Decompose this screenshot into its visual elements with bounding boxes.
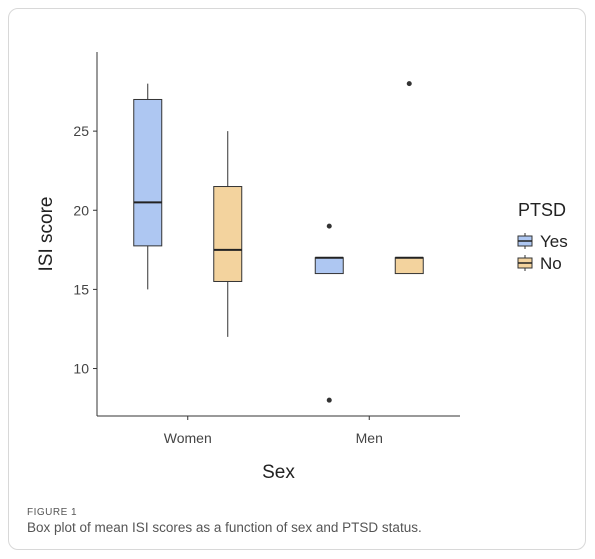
legend-label: No [540, 254, 562, 273]
outlier-point [326, 223, 332, 229]
y-tick-label: 20 [73, 202, 89, 218]
plot-axes: 10 15 20 25 Women Men Sex ISI score [36, 52, 460, 483]
legend-item-yes: Yes [517, 232, 568, 251]
x-tick-label: Women [164, 430, 212, 446]
legend-item-no: No [517, 254, 562, 273]
plot-boxes [133, 81, 424, 403]
box-body [213, 186, 243, 282]
box-no-men [394, 81, 424, 275]
box-body [314, 257, 344, 275]
y-axis-label: ISI score [36, 197, 57, 272]
legend-title: PTSD [518, 200, 566, 220]
y-tick-label: 15 [73, 281, 89, 297]
box-no-women [213, 131, 243, 337]
legend: PTSD Yes No [517, 200, 568, 273]
x-axis-label: Sex [262, 462, 295, 483]
outlier-point [326, 397, 332, 403]
legend-label: Yes [540, 232, 568, 251]
box-yes-women [133, 83, 163, 290]
x-tick-label: Men [356, 430, 383, 446]
box-body [133, 98, 163, 247]
y-tick-label: 10 [73, 361, 89, 377]
box-body [394, 257, 424, 275]
figure-frame [8, 8, 586, 550]
outlier-point [406, 81, 412, 87]
box-plot-chart: 10 15 20 25 Women Men Sex ISI score PTSD Yes No [36, 52, 568, 483]
y-tick-label: 25 [73, 123, 89, 139]
figure-label: FIGURE 1 [27, 507, 78, 518]
figure-caption: Box plot of mean ISI scores as a functio… [27, 520, 422, 535]
box-yes-men [314, 223, 344, 403]
